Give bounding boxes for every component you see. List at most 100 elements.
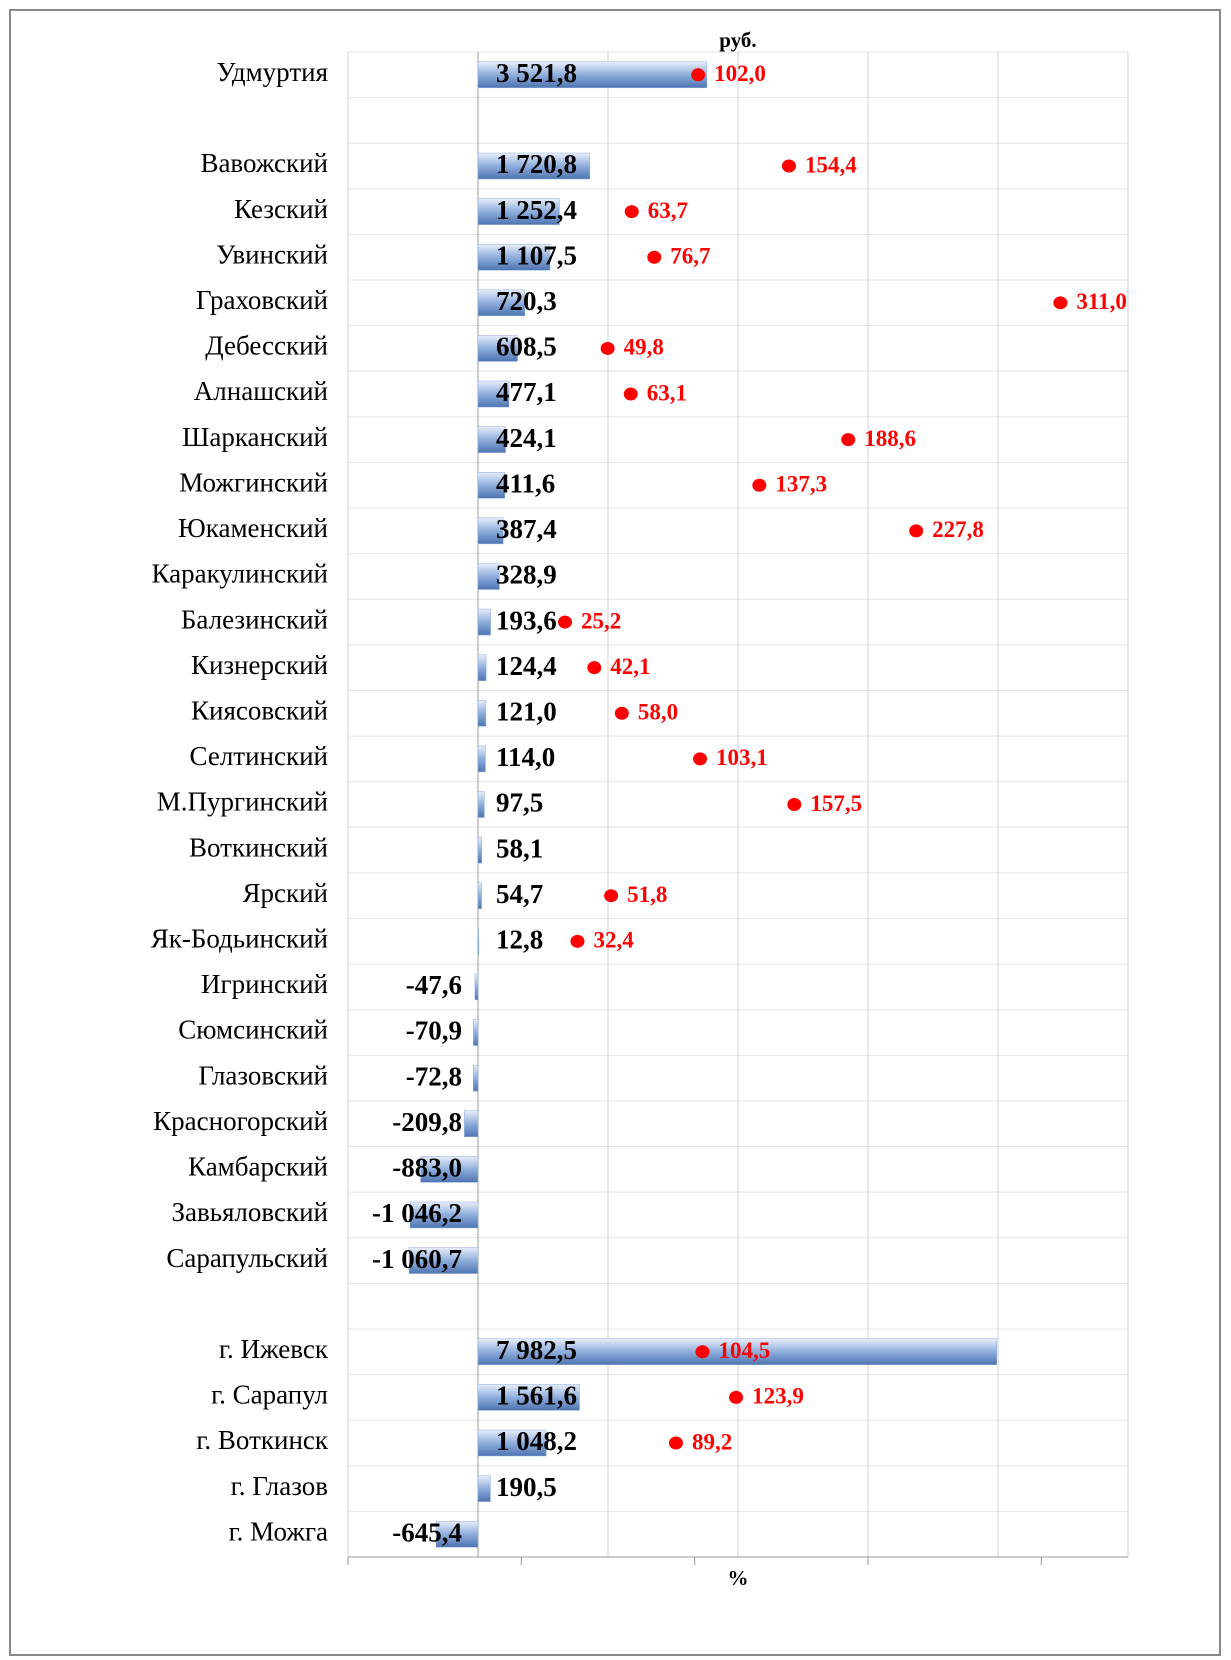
- x-axis-label-top: руб.: [719, 28, 756, 52]
- bar: [409, 1201, 479, 1229]
- dot: [647, 250, 662, 264]
- dot-label: 123,9: [752, 1384, 804, 1409]
- bar: [477, 243, 551, 271]
- bar-label: 477,1: [496, 377, 557, 407]
- dot-label: 104,5: [718, 1338, 770, 1363]
- bar: [477, 426, 506, 453]
- bar: [477, 1384, 580, 1411]
- category-label: г. Глазов: [231, 1471, 328, 1501]
- bar-label: 193,6: [496, 605, 557, 635]
- bar-label: 1 048,2: [496, 1426, 577, 1456]
- bar: [477, 608, 491, 636]
- bar-label: 3 521,8: [496, 58, 577, 88]
- dot-label: 25,2: [581, 608, 621, 633]
- bar: [477, 380, 510, 408]
- bar: [477, 472, 506, 499]
- dot: [695, 1345, 710, 1359]
- bar-label: -645,4: [392, 1517, 462, 1547]
- dot: [693, 752, 708, 766]
- bar: [477, 1338, 998, 1366]
- dot-label: 58,0: [638, 700, 678, 725]
- category-label: Завьяловский: [171, 1197, 328, 1227]
- category-label: Можгинский: [179, 467, 328, 497]
- dot-label: 188,6: [864, 426, 916, 451]
- category-label: Юкаменский: [178, 513, 328, 543]
- category-label: Балезинский: [181, 604, 328, 634]
- category-label: г. Ижевск: [219, 1334, 329, 1364]
- category-label: Граховский: [196, 285, 328, 315]
- bar-label: 1 561,6: [496, 1381, 577, 1411]
- bar-label: 608,5: [496, 332, 557, 362]
- category-label: Сарапульский: [166, 1243, 328, 1273]
- dot-label: 63,7: [648, 198, 688, 223]
- dot-label: 311,0: [1076, 289, 1126, 314]
- category-label: г. Можга: [229, 1516, 328, 1546]
- dot-label: 51,8: [627, 882, 667, 907]
- dot-label: 49,8: [624, 335, 664, 360]
- category-label: Сюмсинский: [178, 1015, 328, 1045]
- bar-label: 7 982,5: [496, 1335, 577, 1365]
- bar: [477, 563, 500, 590]
- dot-label: 63,1: [647, 380, 687, 405]
- dot: [600, 341, 615, 355]
- dot: [729, 1390, 744, 1404]
- bar: [477, 335, 518, 362]
- dot-label: 89,2: [692, 1429, 732, 1454]
- bar-label: 1 107,5: [496, 240, 577, 270]
- dot-label: 103,1: [716, 745, 768, 770]
- bar-label: 1 720,8: [496, 149, 577, 179]
- bar-label: 411,6: [496, 468, 555, 498]
- bar: [473, 1019, 479, 1046]
- bar: [477, 289, 526, 317]
- category-label: Игринский: [201, 969, 328, 999]
- category-label: Кезский: [234, 194, 328, 224]
- category-label: Як-Бодьинский: [151, 924, 328, 954]
- dot-label: 227,8: [932, 517, 984, 542]
- dot-label: 157,5: [810, 791, 862, 816]
- category-label: Ярский: [242, 878, 328, 908]
- bar: [477, 61, 708, 89]
- dot: [787, 798, 802, 811]
- bar: [477, 1475, 491, 1502]
- category-label: Селтинский: [190, 741, 329, 771]
- bar-label: 58,1: [496, 833, 543, 863]
- bar: [474, 973, 479, 1001]
- category-label: г. Сарапул: [211, 1380, 328, 1410]
- dot-label: 76,7: [670, 244, 710, 269]
- bar: [477, 745, 486, 773]
- category-label: Шарканский: [182, 422, 328, 452]
- bar: [477, 791, 485, 818]
- bar: [473, 1064, 479, 1092]
- category-label: Удмуртия: [217, 57, 328, 87]
- bar-label: 114,0: [496, 742, 555, 772]
- bar-label: 97,5: [496, 788, 543, 818]
- category-label: Каракулинский: [151, 559, 328, 589]
- bar: [477, 836, 483, 864]
- bar-label: 121,0: [496, 696, 557, 726]
- dot: [604, 889, 619, 903]
- bar-label: 190,5: [496, 1472, 557, 1502]
- category-label: Киясовский: [191, 695, 328, 725]
- bar-label: -70,9: [406, 1016, 462, 1046]
- dot: [624, 205, 639, 219]
- bar-label: -883,0: [392, 1153, 462, 1183]
- bar-label: 424,1: [496, 423, 557, 453]
- frame: [9, 9, 1221, 1656]
- category-label: Алнашский: [194, 376, 328, 406]
- bar: [464, 1110, 479, 1137]
- bar-label: -1 046,2: [372, 1198, 462, 1228]
- bar-label: -47,6: [406, 970, 462, 1000]
- dot: [781, 159, 796, 173]
- dot: [841, 433, 856, 447]
- dot: [614, 706, 629, 720]
- bar: [408, 1247, 479, 1274]
- bar: [477, 928, 480, 955]
- bar: [477, 198, 560, 225]
- dot: [570, 934, 585, 948]
- dot: [909, 524, 924, 538]
- bar-label: 54,7: [496, 879, 543, 909]
- dot: [623, 387, 638, 401]
- dot-label: 154,4: [805, 152, 857, 177]
- bar: [477, 1429, 547, 1457]
